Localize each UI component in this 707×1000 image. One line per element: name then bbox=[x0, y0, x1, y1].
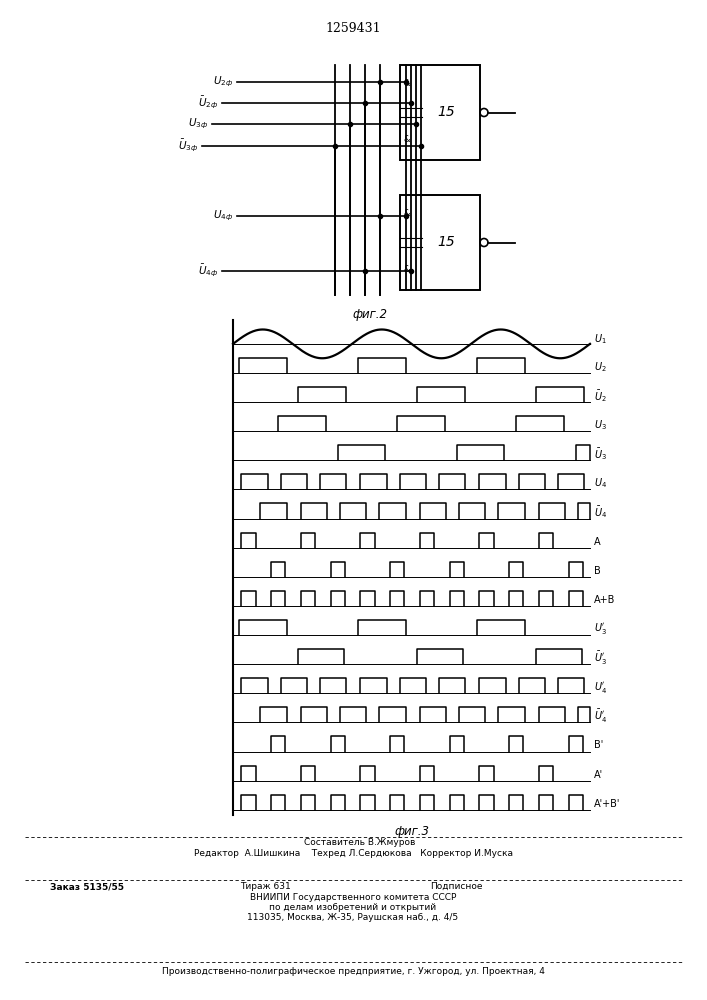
Text: Составитель В.Жмуров: Составитель В.Жмуров bbox=[304, 838, 416, 847]
Text: 113035, Москва, Ж-35, Раушская наб., д. 4/5: 113035, Москва, Ж-35, Раушская наб., д. … bbox=[247, 913, 459, 922]
Text: $U_3$: $U_3$ bbox=[594, 418, 607, 432]
Text: $\bar{U}_{4ф}$: $\bar{U}_{4ф}$ bbox=[198, 263, 218, 279]
Text: $U_1$: $U_1$ bbox=[594, 333, 607, 346]
Text: $\bar{U}_4$: $\bar{U}_4$ bbox=[594, 505, 607, 520]
Text: по делам изобретений и открытий: по делам изобретений и открытий bbox=[269, 903, 436, 912]
Text: $\bar{U}_3'$: $\bar{U}_3'$ bbox=[594, 650, 607, 667]
Text: Подписное: Подписное bbox=[430, 882, 482, 891]
Text: $U_4'$: $U_4'$ bbox=[594, 680, 607, 695]
Text: Тираж 631: Тираж 631 bbox=[240, 882, 291, 891]
Text: $\bar{U}_{3ф}$: $\bar{U}_{3ф}$ bbox=[177, 137, 198, 154]
Text: 1259431: 1259431 bbox=[325, 22, 381, 35]
Text: Заказ 5135/55: Заказ 5135/55 bbox=[50, 882, 124, 891]
Text: $U_4$: $U_4$ bbox=[594, 477, 607, 490]
Text: фиг.3: фиг.3 bbox=[394, 825, 429, 838]
Text: $\bar{U}_4'$: $\bar{U}_4'$ bbox=[594, 708, 607, 725]
Text: A: A bbox=[594, 537, 601, 547]
Text: фиг.2: фиг.2 bbox=[353, 308, 387, 321]
Text: 15: 15 bbox=[438, 235, 455, 249]
Text: &: & bbox=[403, 265, 409, 274]
Text: &: & bbox=[403, 210, 409, 219]
Text: B: B bbox=[594, 566, 601, 576]
Text: Редактор  А.Шишкина    Техред Л.Сердюкова   Корректор И.Муска: Редактор А.Шишкина Техред Л.Сердюкова Ко… bbox=[194, 849, 513, 858]
Text: 15: 15 bbox=[438, 105, 455, 119]
Text: &: & bbox=[403, 135, 409, 144]
Text: $\bar{U}_3$: $\bar{U}_3$ bbox=[594, 446, 607, 462]
Text: A'+B': A'+B' bbox=[594, 799, 620, 809]
Text: A+B: A+B bbox=[594, 595, 615, 605]
Bar bbox=[400, 195, 480, 290]
Text: $\bar{U}_{2ф}$: $\bar{U}_{2ф}$ bbox=[198, 95, 218, 111]
Text: $U_{4ф}$: $U_{4ф}$ bbox=[213, 209, 233, 223]
Text: Производственно-полиграфическое предприятие, г. Ужгород, ул. Проектная, 4: Производственно-полиграфическое предприя… bbox=[162, 967, 544, 976]
Text: $U_2$: $U_2$ bbox=[594, 360, 607, 374]
Bar bbox=[400, 65, 480, 160]
Text: ВНИИПИ Государственного комитета СССР: ВНИИПИ Государственного комитета СССР bbox=[250, 893, 456, 902]
Text: A': A' bbox=[594, 770, 603, 780]
Text: $U_3'$: $U_3'$ bbox=[594, 621, 607, 636]
Text: B': B' bbox=[594, 740, 603, 750]
Text: $U_{3ф}$: $U_{3ф}$ bbox=[188, 117, 208, 131]
Text: &: & bbox=[403, 80, 409, 89]
Text: $U_{2ф}$: $U_{2ф}$ bbox=[213, 75, 233, 89]
Text: $\bar{U}_2$: $\bar{U}_2$ bbox=[594, 388, 607, 404]
